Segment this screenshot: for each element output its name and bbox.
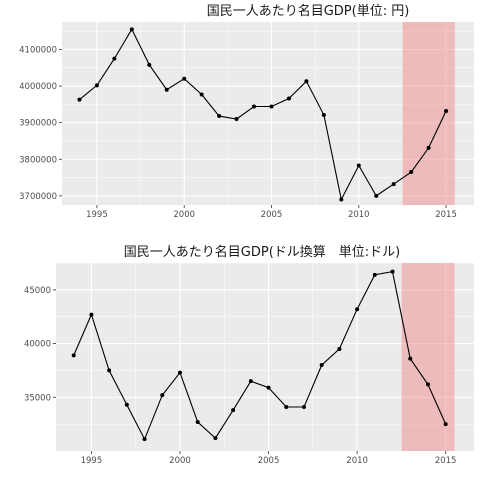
top-y-tick-label: 3800000 (19, 155, 57, 165)
bottom-x-tick-label: 1995 (81, 456, 103, 466)
top-panel-background (62, 22, 474, 205)
top-data-point (391, 182, 396, 187)
top-data-point (426, 145, 431, 150)
top-x-tick-label: 1995 (86, 210, 108, 220)
bottom-panel-background (56, 263, 474, 451)
top-x-tick-label: 2010 (348, 210, 370, 220)
top-y-tick-label: 4000000 (19, 82, 57, 92)
top-data-point (94, 83, 99, 88)
bottom-data-point (425, 382, 430, 387)
top-y-tick-label: 4100000 (19, 45, 57, 55)
bottom-data-point (71, 353, 76, 358)
top-data-point (252, 104, 257, 109)
bottom-plot-area: 1995 2000 2005 2010 2015 35000 40000 45000 (24, 262, 474, 466)
bottom-data-point (195, 419, 200, 424)
top-series-line (79, 28, 447, 202)
bottom-data-point (355, 307, 360, 312)
bottom-chart: 国民一人あたり名目GDP(ドル換算 単位:ドル) 1995 2000 2005 201… (24, 244, 474, 466)
bottom-data-point (372, 272, 377, 277)
top-data-point (217, 114, 222, 119)
top-data-point (269, 104, 274, 109)
top-data-point (164, 87, 169, 92)
bottom-data-point (231, 408, 236, 413)
top-data-point (321, 112, 326, 117)
top-data-point (304, 79, 309, 84)
top-x-tick-label: 2000 (173, 210, 195, 220)
bottom-data-point (248, 379, 253, 384)
top-data-point (77, 97, 82, 102)
top-data-point (129, 27, 134, 32)
bottom-data-point (390, 269, 395, 274)
bottom-data-point (89, 312, 94, 317)
bottom-data-point (301, 404, 306, 409)
bottom-y-tick-label: 40000 (24, 340, 51, 350)
top-data-point (182, 76, 187, 81)
top-data-point (112, 56, 117, 61)
bottom-data-point (337, 346, 342, 351)
bottom-x-tick-label: 2000 (169, 456, 191, 466)
bottom-data-point (319, 363, 324, 368)
top-x-tick-label: 2005 (261, 210, 283, 220)
bottom-x-tick-label: 2010 (346, 456, 368, 466)
bottom-data-point (213, 436, 218, 441)
bottom-data-point (107, 368, 112, 373)
bottom-chart-title: 国民一人あたり名目GDP(ドル換算 単位:ドル) (124, 244, 400, 260)
bottom-series-line (73, 270, 447, 441)
top-data-point (147, 62, 152, 67)
bottom-data-point (266, 385, 271, 390)
bottom-x-tick-label: 2005 (258, 456, 280, 466)
top-data-point (444, 108, 449, 113)
top-highlight-band (402, 22, 455, 205)
bottom-data-point (160, 393, 165, 398)
top-data-point (199, 92, 204, 97)
top-plot-area: 1995 2000 2005 2010 2015 3700000 3800000 390000… (19, 22, 474, 220)
top-x-tick-label: 2015 (435, 210, 457, 220)
top-chart: 国民一人あたり名目GDP(単位: 円) 1995 2000 2005 2010 2015… (19, 3, 474, 220)
bottom-data-point (177, 370, 182, 375)
top-data-point (409, 170, 414, 175)
top-data-point (286, 96, 291, 101)
top-y-tick-label: 3700000 (19, 192, 57, 202)
top-chart-title: 国民一人あたり名目GDP(単位: 円) (207, 3, 410, 19)
bottom-data-point (408, 356, 413, 361)
bottom-data-point (443, 422, 448, 427)
top-data-point (339, 197, 344, 202)
bottom-data-point (142, 437, 147, 442)
top-y-tick-label: 3900000 (19, 119, 57, 129)
bottom-x-tick-label: 2015 (435, 456, 457, 466)
top-data-point (234, 116, 239, 121)
top-data-point (356, 163, 361, 168)
bottom-data-point (284, 404, 289, 409)
bottom-y-tick-label: 35000 (24, 393, 51, 403)
bottom-data-point (124, 402, 129, 407)
top-data-point (374, 193, 379, 198)
bottom-y-tick-label: 45000 (24, 286, 51, 296)
